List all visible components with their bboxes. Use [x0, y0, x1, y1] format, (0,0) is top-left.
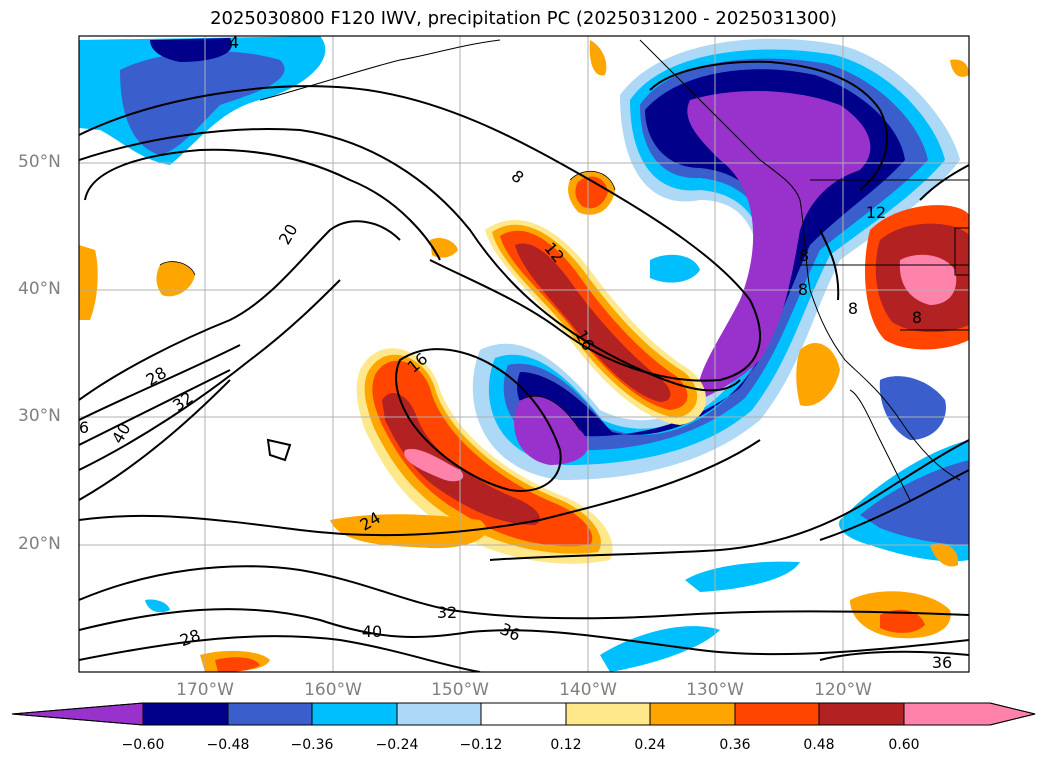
iwv-contours [79, 60, 969, 672]
colorbar-bin [818, 702, 905, 726]
map-frame [78, 35, 970, 673]
colorbar-bin [142, 702, 229, 726]
contour-label: 8 [799, 246, 809, 265]
colorbar-bin [227, 702, 313, 726]
latitude-label: 40°N [18, 279, 61, 299]
longitude-label: 150°W [431, 680, 489, 700]
colorbar-tick-label: −0.60 [121, 737, 165, 753]
colorbar-tick-label: 0.60 [888, 737, 920, 753]
longitude-label: 120°W [814, 680, 872, 700]
colorbar-extend-right [903, 702, 1036, 726]
colorbar [11, 702, 1036, 726]
longitude-label: 140°W [559, 680, 617, 700]
longitude-label: 130°W [686, 680, 744, 700]
contour-label: 4 [229, 33, 239, 52]
anomaly-outlines [159, 171, 616, 431]
negative-anomaly-southeast [839, 376, 969, 562]
colorbar-tick-label: −0.36 [290, 737, 334, 753]
longitude-label: 170°W [176, 680, 234, 700]
map-title: 2025030800 F120 IWV, precipitation PC (2… [210, 8, 837, 29]
colorbar-tick-label: 0.12 [550, 737, 582, 753]
colorbar-tick-label: 0.24 [634, 737, 666, 753]
colorbar-tick-label: 0.48 [803, 737, 835, 753]
contour-label: 8 [798, 280, 808, 299]
colorbar-bin [565, 702, 651, 726]
contour-label: 40 [362, 622, 382, 641]
colorbar-tick-label: −0.12 [459, 737, 503, 753]
graticule [79, 36, 969, 672]
colorbar-bin [734, 702, 820, 726]
negative-anomaly-northwest [79, 36, 326, 165]
colorbar-bin [311, 702, 398, 726]
latitude-label: 30°N [18, 406, 61, 426]
colorbar-tick-label: −0.24 [375, 737, 419, 753]
longitude-label: 160°W [304, 680, 362, 700]
positive-anomaly-central [330, 348, 613, 564]
contour-label: 8 [912, 308, 922, 327]
positive-anomaly-east [796, 205, 969, 639]
map-panel [79, 36, 969, 672]
contour-label: 8 [848, 299, 858, 318]
colorbar-tick-label: 0.36 [719, 737, 751, 753]
colorbar-tick-label: −0.48 [206, 737, 250, 753]
colorbar-bin [480, 702, 567, 726]
contour-label: 12 [866, 203, 886, 222]
colorbar-bin [396, 702, 482, 726]
colorbar-bin [649, 702, 736, 726]
latitude-label: 50°N [18, 152, 61, 172]
contour-label: 36 [932, 653, 952, 672]
latitude-label: 20°N [18, 534, 61, 554]
contour-label: 6 [79, 418, 89, 437]
contour-label: 32 [437, 603, 457, 622]
negative-anomaly-northeast [472, 38, 960, 480]
colorbar-extend-left [11, 702, 144, 726]
